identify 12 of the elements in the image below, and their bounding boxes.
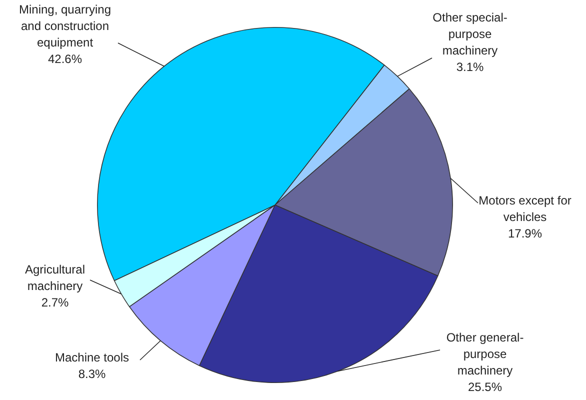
slice-label: Other general-purpose machinery — [446, 330, 524, 378]
slice-label: Machine tools — [54, 350, 130, 364]
data-label: 17.9% — [508, 226, 542, 240]
data-label: 42.6% — [48, 52, 82, 66]
data-label: 25.5% — [468, 380, 502, 394]
slice-label: Mining, quarrying and construction equipment — [18, 2, 112, 50]
slice-label: Agricultural machinery — [24, 262, 86, 293]
data-label: 3.1% — [456, 60, 484, 74]
data-label: 2.7% — [41, 295, 69, 310]
slice-label: Motors except for vehicles — [478, 193, 572, 224]
slice-label: Other special-purpose machinery — [432, 10, 508, 58]
data-label: 8.3% — [78, 366, 106, 381]
